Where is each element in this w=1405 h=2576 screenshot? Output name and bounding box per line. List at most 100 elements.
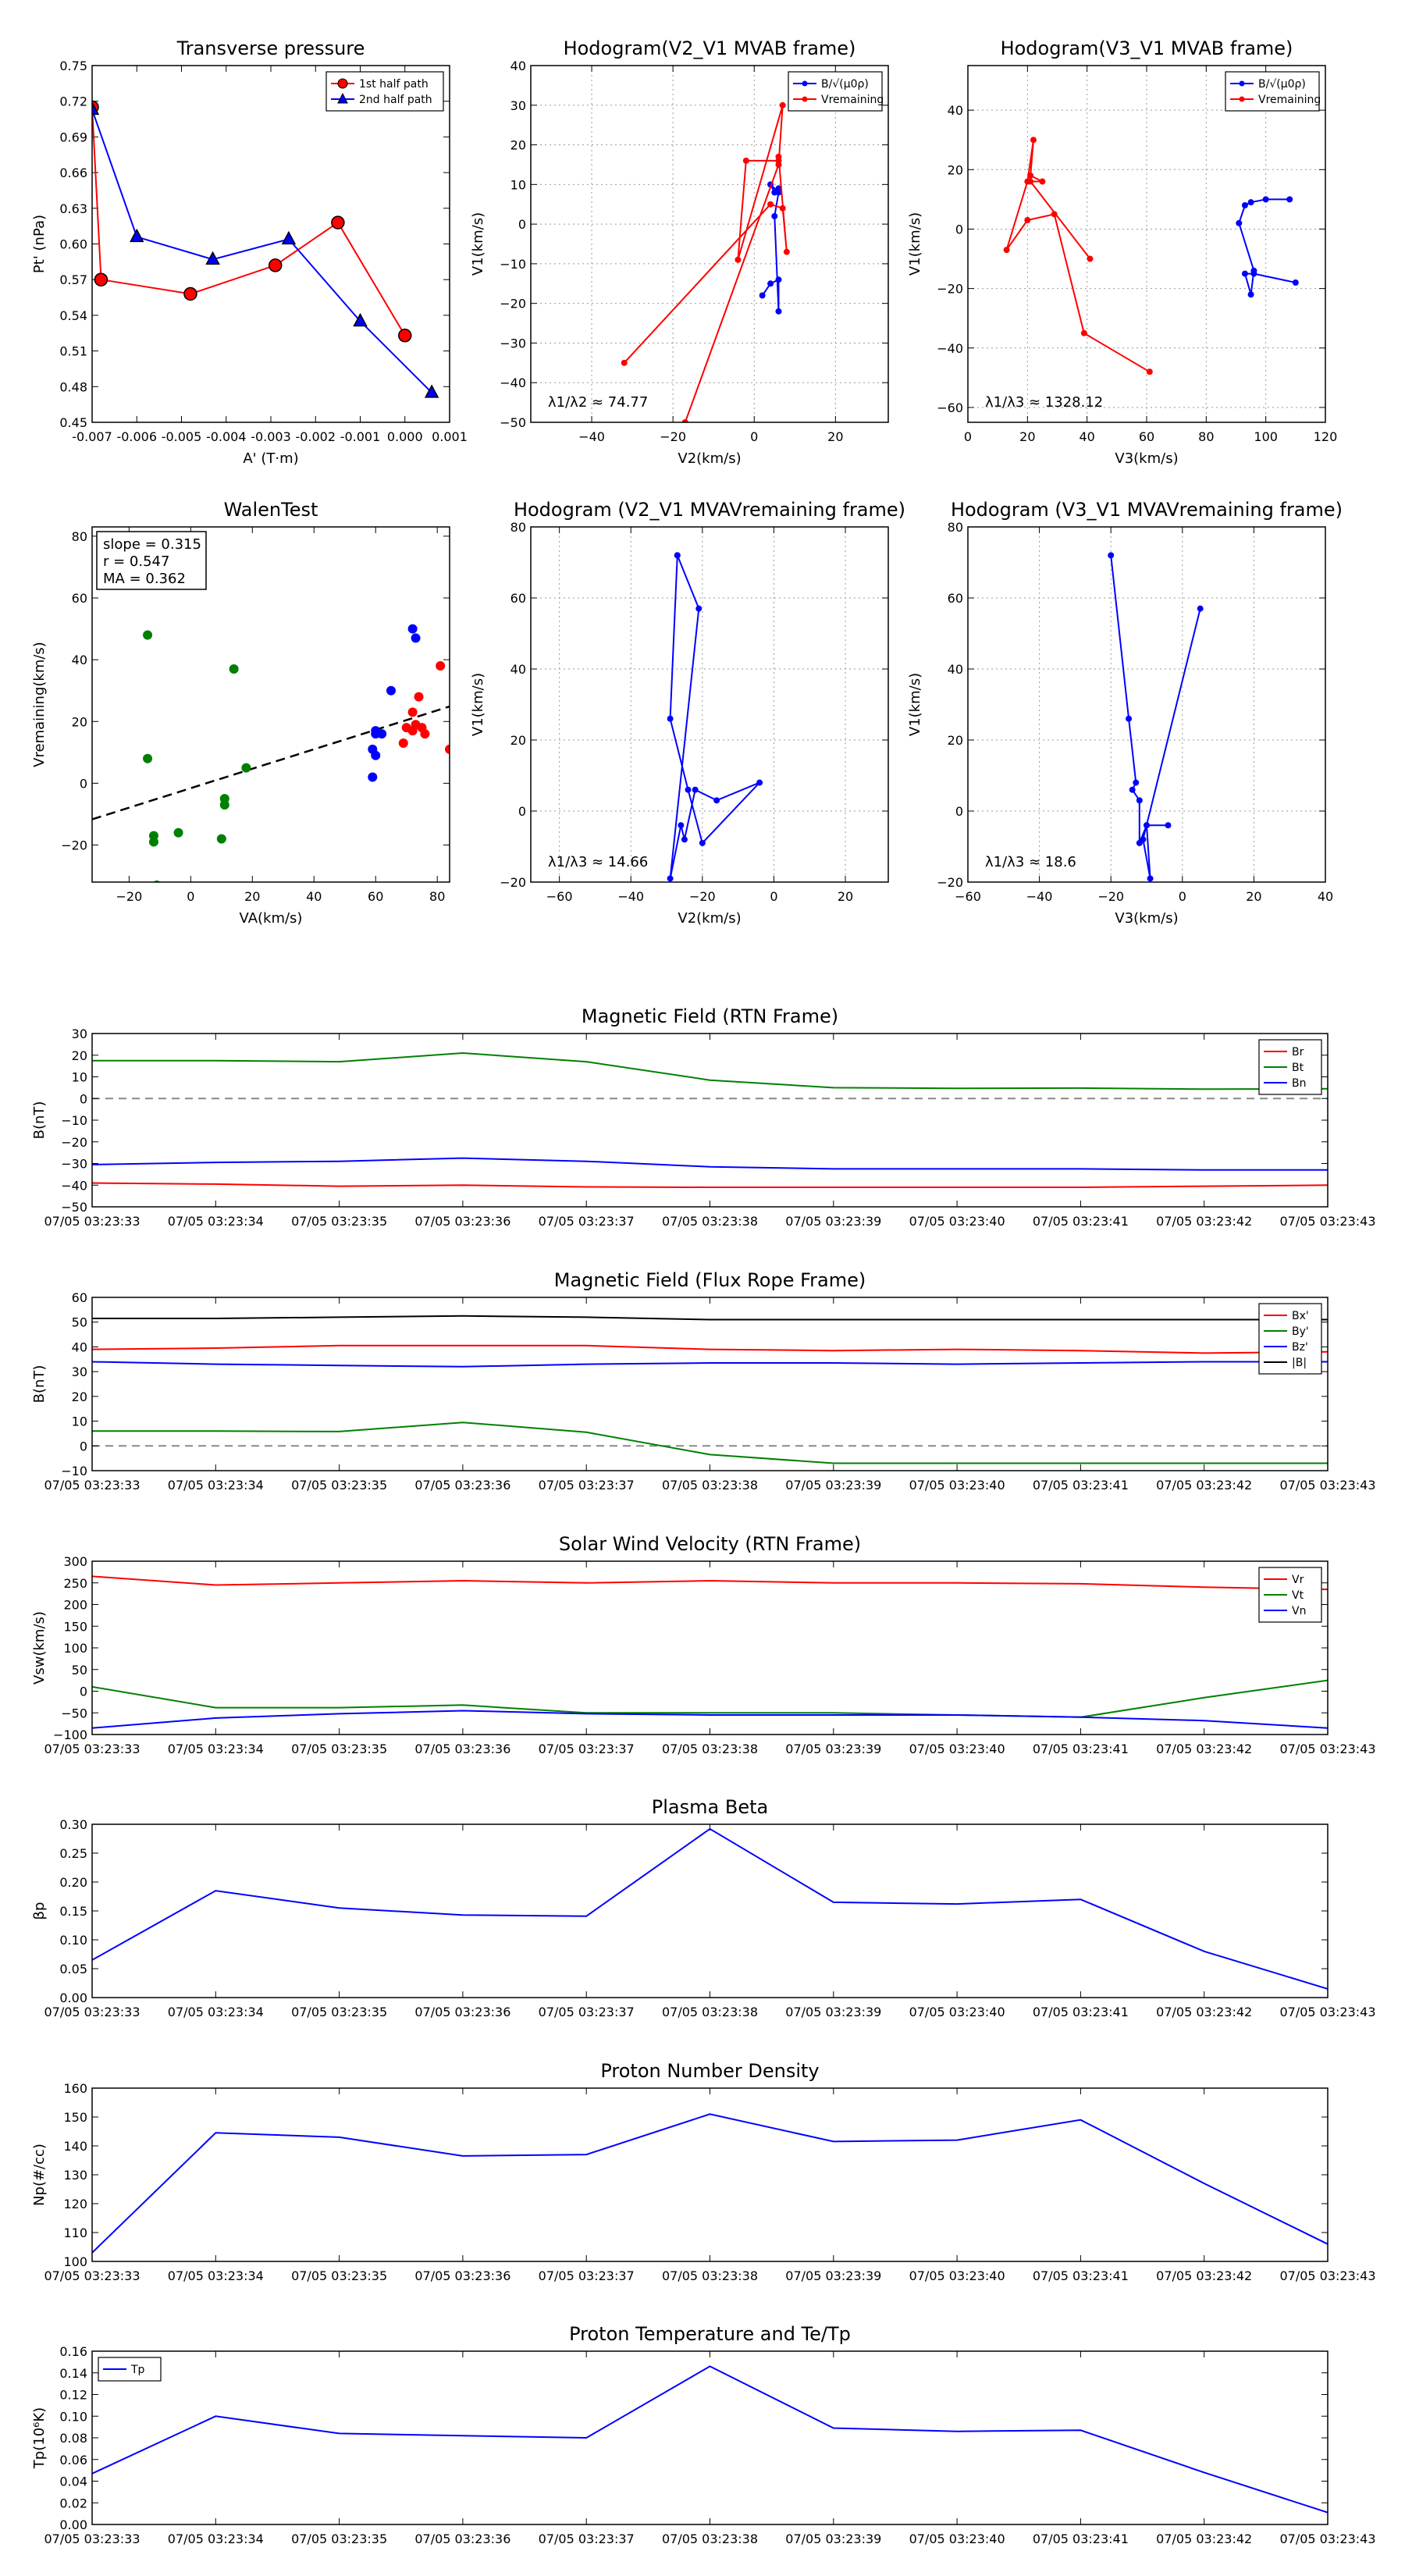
- data-layer: [667, 552, 763, 882]
- data-point: [775, 185, 782, 192]
- chart-title: WalenTest: [224, 499, 318, 521]
- x-tick-label: 20: [827, 429, 843, 444]
- legend-box: [1225, 71, 1320, 112]
- x-tick-label: 07/05 03:23:43: [1279, 2005, 1375, 2019]
- chart-beta: Plasma Beta 0.00 0.05 0.10 0.15 0.20 0.25 0.30 0…: [31, 1796, 1376, 2019]
- y-tick-label: −10: [61, 1113, 87, 1128]
- y-tick-label: 0.08: [59, 2431, 87, 2446]
- series-line-Bt: [92, 1051, 1328, 1091]
- y-tick-label: 0.20: [59, 1875, 87, 1890]
- x-tick-label: 07/05 03:23:33: [44, 2005, 140, 2019]
- chart-tpt: Proton Temperature and Te/Tp 0.00 0.02 0.04…: [31, 2323, 1376, 2546]
- plot-frame: [91, 1823, 1329, 1998]
- legend-label: B/√(μ0ρ): [821, 78, 869, 91]
- data-point: [681, 836, 688, 843]
- y-tick-label: 0.45: [59, 415, 87, 430]
- data-point: [1129, 786, 1136, 793]
- data-layer: [1003, 137, 1299, 375]
- series-line-1st half path: [92, 107, 406, 336]
- chart-tp: Transverse pressure 0.45 0.48 0.51 0.54 0.57 0…: [31, 37, 468, 467]
- y-tick-label: 160: [63, 2081, 87, 2096]
- data-point: [1250, 267, 1257, 274]
- x-tick-label: 40: [306, 889, 322, 904]
- y-tick-label: 0.75: [59, 59, 87, 73]
- data-point: [713, 797, 720, 804]
- y-tick-label: −30: [500, 336, 526, 350]
- series-line-Bx': [92, 1344, 1328, 1354]
- x-tick-label: −40: [617, 889, 644, 904]
- y-tick-label: 20: [72, 714, 87, 729]
- x-tick-label: 0.001: [432, 429, 468, 444]
- data-point: [759, 292, 766, 299]
- x-tick-label: 0.000: [387, 429, 423, 444]
- legend-label: Vt: [1292, 1589, 1304, 1602]
- legend-label: Tp: [130, 2364, 145, 2376]
- data-point: [1039, 178, 1046, 185]
- y-tick-label: 40: [948, 662, 963, 677]
- chart-title: Solar Wind Velocity (RTN Frame): [559, 1533, 861, 1555]
- data-point: [407, 726, 418, 736]
- series-line-B/√(μ0ρ): [1238, 198, 1297, 295]
- y-tick-label: 140: [63, 2139, 87, 2154]
- x-tick-label: 80: [429, 889, 445, 904]
- data-point: [1136, 797, 1143, 804]
- y-tick-label: −50: [500, 415, 526, 430]
- x-tick-label: 07/05 03:23:36: [414, 2268, 510, 2283]
- y-tick-label: 40: [72, 1340, 87, 1354]
- y-tick-label: 10: [510, 177, 526, 192]
- y-tick-label: 300: [63, 1554, 87, 1569]
- plot-frame: [91, 65, 450, 423]
- data-point: [775, 161, 782, 168]
- x-tick-label: 07/05 03:23:39: [785, 2005, 881, 2019]
- data-point: [779, 205, 786, 212]
- data-point: [756, 779, 763, 786]
- data-point: [742, 157, 749, 164]
- x-tick-label: 07/05 03:23:38: [662, 1214, 758, 1229]
- legend-box: [788, 71, 883, 112]
- y-tick-label: 0: [80, 1439, 87, 1453]
- x-tick-label: 07/05 03:23:41: [1033, 1478, 1129, 1493]
- data-point: [407, 624, 418, 634]
- data-point: [1236, 219, 1243, 226]
- y-tick-label: 0.00: [59, 2517, 87, 2532]
- legend-marker: [802, 96, 808, 102]
- series-line-Vt: [92, 1679, 1328, 1718]
- chart-title: Magnetic Field (RTN Frame): [582, 1005, 838, 1027]
- data-point: [143, 753, 153, 763]
- y-tick-label: 0: [955, 804, 963, 819]
- y-tick-label: 0.57: [59, 272, 87, 287]
- data-layer: [92, 1051, 1328, 1188]
- data-point: [681, 419, 688, 422]
- x-tick-label: 07/05 03:23:42: [1156, 1478, 1252, 1493]
- data-point: [1024, 217, 1031, 224]
- y-axis-label: B(nT): [31, 1101, 48, 1140]
- x-tick-label: 07/05 03:23:34: [168, 1742, 264, 1756]
- plot-frame: [91, 2087, 1329, 2262]
- data-point: [1003, 247, 1010, 254]
- plot-frame: [530, 65, 889, 423]
- legend-label: Bn: [1292, 1077, 1306, 1090]
- data-point: [331, 215, 345, 229]
- data-point: [1241, 201, 1248, 208]
- data-point: [398, 329, 412, 343]
- y-tick-label: −20: [500, 875, 526, 890]
- x-tick-label: 20: [244, 889, 260, 904]
- x-tick-label: 07/05 03:23:40: [909, 1742, 1005, 1756]
- x-tick-label: 07/05 03:23:35: [291, 2005, 387, 2019]
- x-tick-label: 60: [368, 889, 383, 904]
- y-tick-label: 80: [510, 520, 526, 535]
- x-tick-label: 07/05 03:23:35: [291, 2532, 387, 2546]
- chart-np: Proton Number Density 100 110 120 130 140 150 1…: [31, 2060, 1376, 2283]
- data-point: [767, 280, 774, 287]
- data-layer: [92, 1575, 1328, 1729]
- x-tick-label: −20: [689, 889, 716, 904]
- data-point: [767, 201, 774, 208]
- x-tick-label: 07/05 03:23:41: [1033, 1742, 1129, 1756]
- x-tick-label: 07/05 03:23:42: [1156, 1214, 1252, 1229]
- chart-title: Hodogram (V2_V1 MVAVremaining frame): [514, 499, 905, 521]
- y-tick-label: −50: [61, 1706, 87, 1720]
- y-tick-label: 0.30: [59, 1817, 87, 1832]
- series-line-2nd half path: [92, 109, 432, 393]
- data-point: [92, 101, 100, 116]
- x-tick-label: 07/05 03:23:33: [44, 2532, 140, 2546]
